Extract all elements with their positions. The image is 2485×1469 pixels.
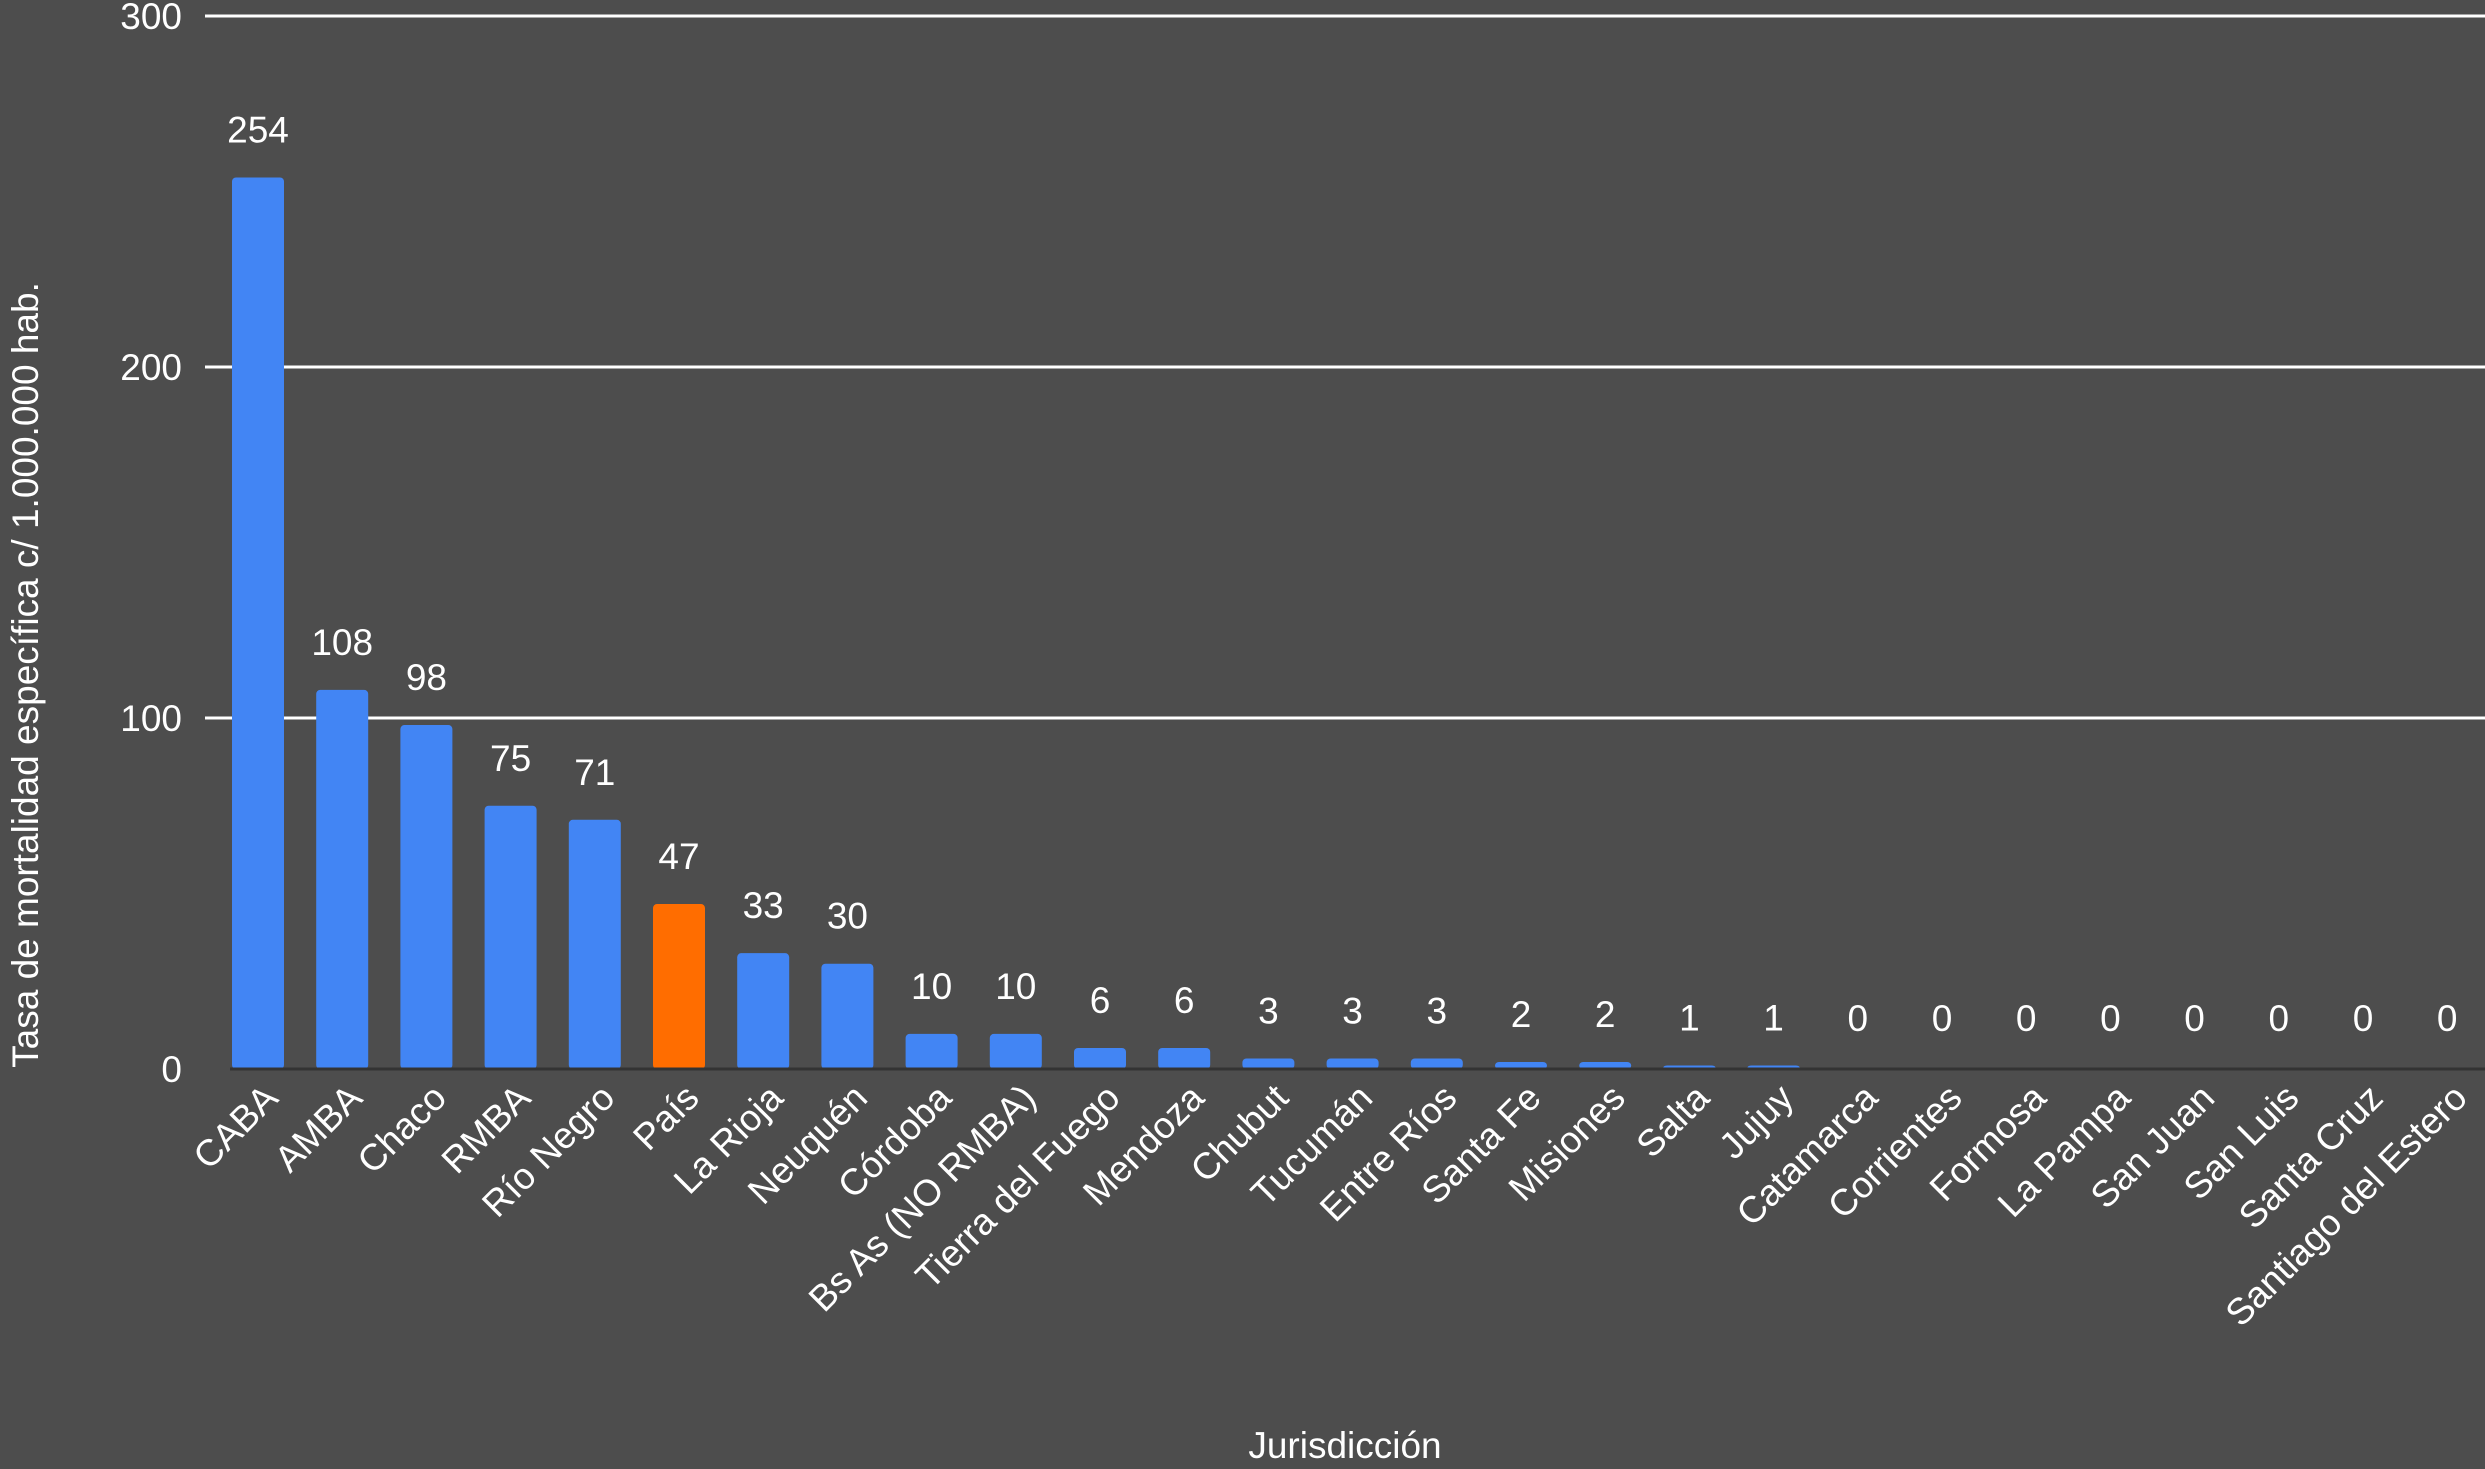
bar-10 (1074, 1047, 1126, 1069)
data-label: 33 (743, 885, 784, 926)
y-axis-title: Tasa de mortalidad específica c/ 1.000.0… (5, 282, 46, 1068)
bar-15 (1495, 1061, 1547, 1069)
bar-6 (737, 953, 790, 1069)
data-label: 1 (1763, 997, 1784, 1038)
bar-1 (316, 689, 369, 1069)
x-axis-title: Jurisdicción (1248, 1425, 1441, 1466)
gridlines (205, 14, 2485, 720)
data-label: 98 (406, 657, 447, 698)
data-label: 2 (1511, 994, 1532, 1035)
data-label: 3 (1342, 990, 1363, 1031)
data-label: 0 (1932, 998, 1953, 1039)
y-tick-label: 300 (120, 0, 182, 37)
y-tick-label: 200 (120, 347, 182, 388)
bar-5 (653, 904, 705, 1069)
bar-13 (1326, 1058, 1379, 1069)
data-label: 0 (2437, 998, 2458, 1039)
x-tick-label: Chaco (349, 1077, 454, 1182)
x-tick-label: AMBA (267, 1076, 370, 1179)
bar-2 (400, 725, 453, 1069)
bar-14 (1410, 1058, 1463, 1069)
bar-8 (905, 1033, 958, 1069)
data-label: 0 (2353, 998, 2374, 1039)
x-tick-label: Salta (1628, 1076, 1717, 1165)
data-label: 10 (995, 966, 1036, 1007)
y-tick-label: 100 (120, 698, 182, 739)
bar-7 (821, 963, 874, 1069)
bar-9 (989, 1033, 1042, 1069)
bars (232, 177, 1800, 1069)
bar-4 (568, 819, 621, 1069)
data-label: 0 (1848, 998, 1869, 1039)
data-label: 0 (2184, 998, 2205, 1039)
data-label: 71 (574, 752, 615, 793)
bar-3 (484, 805, 537, 1069)
data-label: 0 (2016, 998, 2037, 1039)
bar-16 (1579, 1061, 1632, 1069)
data-label: 6 (1090, 980, 1111, 1021)
x-tick-label: CABA (185, 1076, 285, 1176)
data-label: 30 (827, 896, 868, 937)
data-label: 0 (2269, 998, 2290, 1039)
data-label: 108 (311, 622, 373, 663)
data-label: 3 (1427, 990, 1448, 1031)
y-axis-ticks: 0 100 200 300 (120, 0, 182, 1090)
data-label: 0 (2100, 998, 2121, 1039)
data-label: 47 (658, 836, 699, 877)
y-tick-label: 0 (161, 1049, 182, 1090)
data-label: 2 (1595, 994, 1616, 1035)
data-label: 3 (1258, 990, 1279, 1031)
data-label: 1 (1679, 997, 1700, 1038)
bar-11 (1158, 1047, 1211, 1069)
data-label: 75 (490, 738, 531, 779)
data-label: 6 (1174, 980, 1195, 1021)
data-label: 254 (227, 109, 289, 150)
data-label: 10 (911, 966, 952, 1007)
bar-0 (232, 177, 284, 1069)
bar-12 (1242, 1058, 1295, 1069)
